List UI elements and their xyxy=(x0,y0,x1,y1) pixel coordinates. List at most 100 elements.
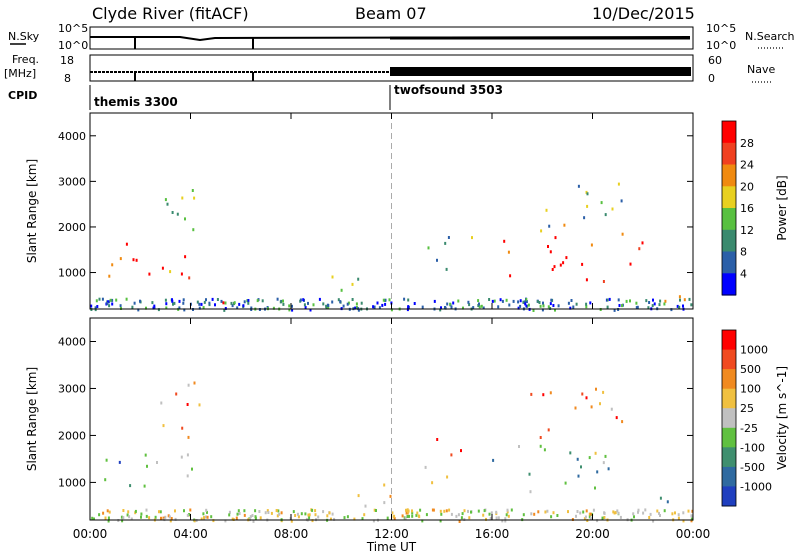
echo-pixel xyxy=(574,406,577,410)
echo-pixel xyxy=(119,257,122,261)
echo-pixel xyxy=(530,392,533,396)
echo-pixel xyxy=(165,306,168,310)
y-axis-label: Slant Range [km] xyxy=(25,159,39,263)
y-tick-label: 1000 xyxy=(58,476,86,489)
cpid-label: CPID xyxy=(8,89,37,102)
echo-pixel xyxy=(556,514,559,517)
echo-pixel xyxy=(171,211,174,214)
echo-pixel xyxy=(108,274,111,278)
echo-pixel xyxy=(532,309,535,312)
echo-pixel xyxy=(547,305,550,309)
echo-pixel xyxy=(408,514,410,518)
y-tick-label: 4000 xyxy=(58,130,86,143)
echo-pixel xyxy=(606,298,609,302)
echo-pixel xyxy=(439,509,442,513)
echo-pixel xyxy=(688,297,691,301)
echo-pixel xyxy=(133,301,136,305)
echo-pixel xyxy=(658,511,660,515)
echo-pixel xyxy=(127,510,130,514)
echo-pixel xyxy=(458,520,461,523)
echo-pixel xyxy=(603,516,606,519)
echo-pixel xyxy=(372,305,375,309)
echo-pixel xyxy=(258,510,261,513)
echo-pixel xyxy=(302,298,305,302)
echo-pixel xyxy=(411,509,413,513)
echo-pixel xyxy=(421,519,424,523)
echo-pixel xyxy=(309,308,312,312)
echo-pixel xyxy=(539,436,542,439)
echo-pixel xyxy=(277,509,280,513)
echo-pixel xyxy=(210,515,213,519)
echo-pixel xyxy=(621,232,624,236)
echo-pixel xyxy=(282,302,285,306)
echo-pixel xyxy=(294,514,297,517)
echo-pixel xyxy=(550,298,553,302)
echo-pixel xyxy=(418,515,421,519)
echo-pixel xyxy=(156,461,158,464)
echo-pixel xyxy=(373,508,376,512)
echo-pixel xyxy=(427,246,430,250)
echo-pixel xyxy=(153,304,156,308)
colorbar-frame xyxy=(721,120,737,296)
echo-pixel xyxy=(375,509,377,512)
echo-pixel xyxy=(670,308,673,312)
echo-pixel xyxy=(549,391,552,395)
colorbar-swatch xyxy=(722,408,736,429)
echo-pixel xyxy=(468,303,471,307)
echo-pixel xyxy=(174,517,177,521)
echo-pixel xyxy=(676,304,679,308)
echo-pixel xyxy=(539,444,542,448)
echo-pixel xyxy=(373,305,376,309)
echo-pixel xyxy=(325,306,328,310)
echo-pixel xyxy=(171,299,174,303)
echo-pixel xyxy=(656,509,659,513)
echo-pixel xyxy=(604,454,607,458)
echo-pixel xyxy=(166,202,169,206)
echo-pixel xyxy=(559,263,562,267)
echo-pixel xyxy=(383,483,386,487)
echo-pixel xyxy=(565,256,568,260)
echo-pixel xyxy=(168,515,171,519)
echo-pixel xyxy=(621,420,624,424)
echo-pixel xyxy=(633,515,635,519)
colorbar-label: Velocity [m s^-1] xyxy=(775,366,789,470)
echo-pixel xyxy=(504,517,507,521)
echo-pixel xyxy=(164,198,167,202)
echo-pixel xyxy=(327,306,330,310)
echo-pixel xyxy=(621,304,623,308)
echo-pixel xyxy=(446,302,449,306)
echo-pixel xyxy=(489,516,492,520)
echo-pixel xyxy=(247,299,250,302)
colorbar-tick-label: 25 xyxy=(740,402,754,415)
echo-pixel xyxy=(455,514,458,518)
echo-pixel xyxy=(519,299,522,303)
echo-pixel xyxy=(583,517,586,521)
echo-pixel xyxy=(407,306,410,310)
echo-pixel xyxy=(351,298,354,301)
echo-pixel xyxy=(682,511,685,515)
echo-pixel xyxy=(330,517,332,521)
echo-pixel xyxy=(228,513,231,517)
echo-pixel xyxy=(545,208,548,212)
echo-pixel xyxy=(528,472,531,476)
echo-pixel xyxy=(104,516,107,520)
echo-pixel xyxy=(490,511,493,515)
echo-pixel xyxy=(522,300,525,304)
echo-pixel xyxy=(592,508,595,512)
echo-pixel xyxy=(554,236,557,240)
echo-pixel xyxy=(567,301,570,305)
echo-pixel xyxy=(105,458,108,462)
echo-pixel xyxy=(537,510,540,514)
echo-pixel xyxy=(266,509,269,513)
echo-pixel xyxy=(137,308,140,312)
echo-pixel xyxy=(415,513,418,517)
echo-pixel xyxy=(690,514,693,518)
echo-pixel xyxy=(577,474,580,478)
echo-pixel xyxy=(549,302,552,306)
echo-pixel xyxy=(510,508,513,512)
echo-pixel xyxy=(386,516,389,520)
echo-pixel xyxy=(252,519,255,523)
echo-pixel xyxy=(576,457,579,461)
echo-pixel xyxy=(491,299,494,303)
echo-pixel xyxy=(355,302,358,306)
